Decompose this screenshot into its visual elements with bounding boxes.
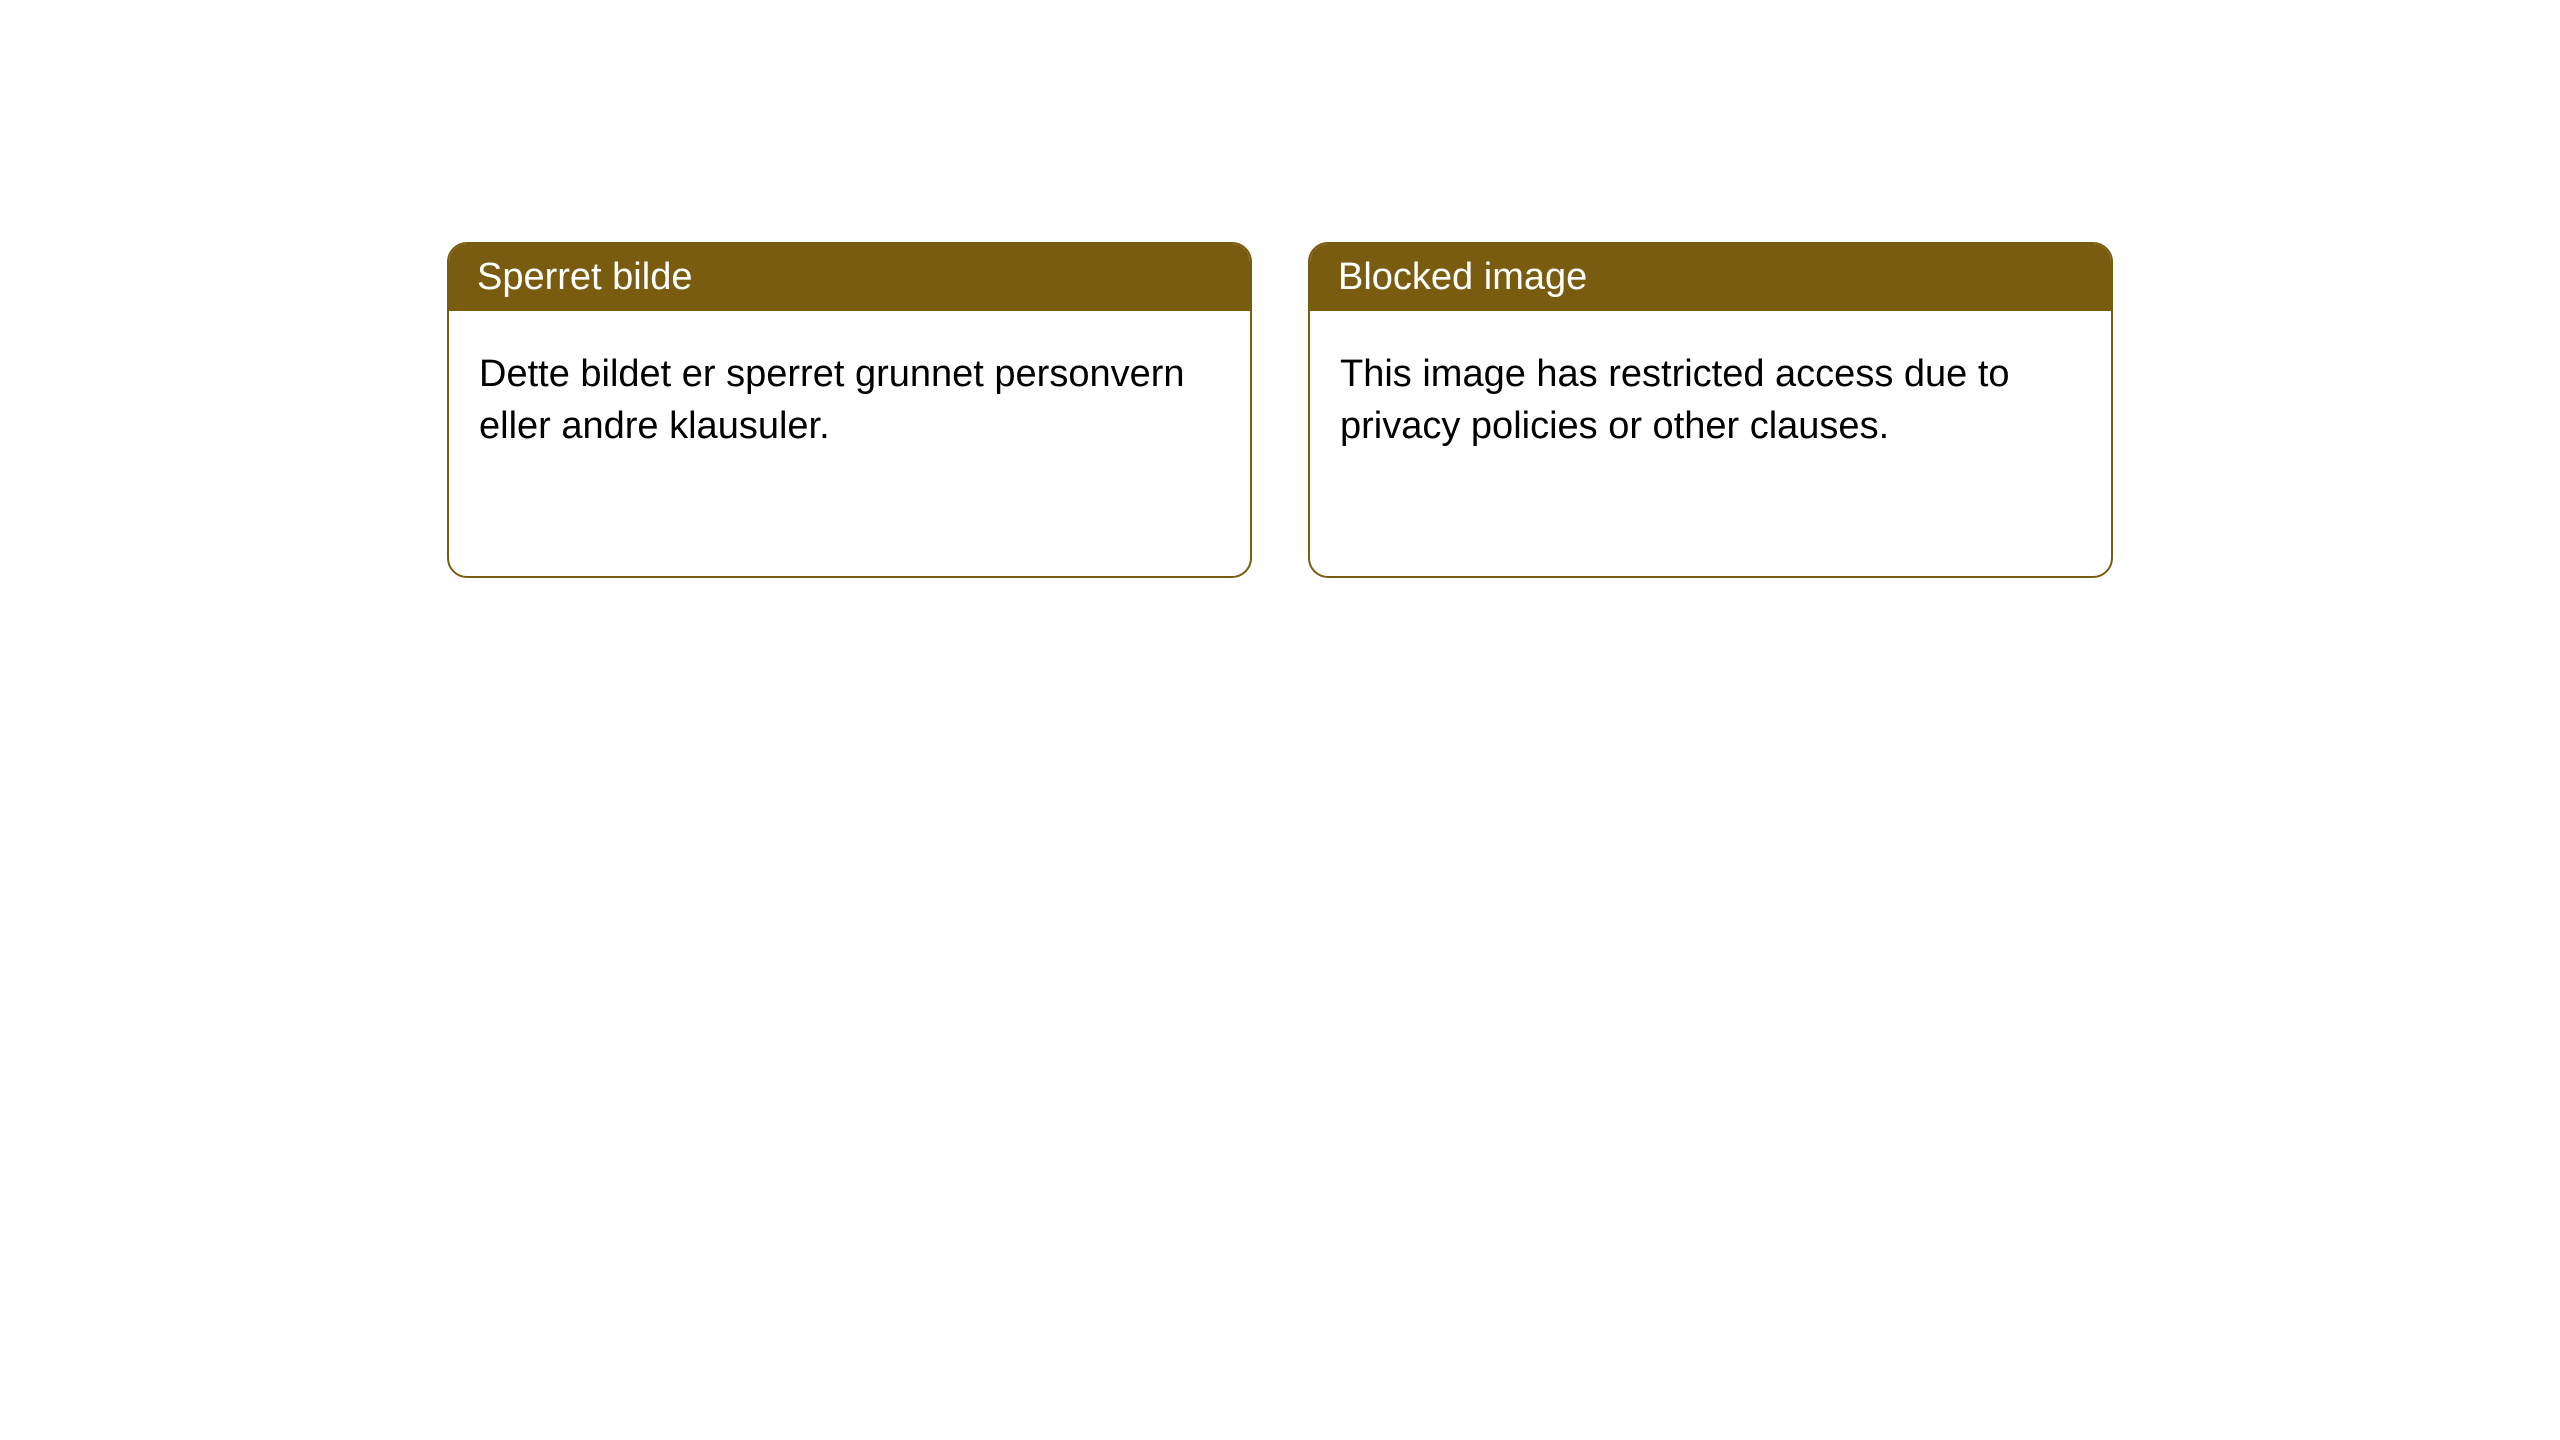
notice-card-header: Sperret bilde xyxy=(449,244,1250,311)
notice-card-title: Sperret bilde xyxy=(477,256,692,298)
notice-card-body: This image has restricted access due to … xyxy=(1310,311,2111,490)
notice-cards-container: Sperret bilde Dette bildet er sperret gr… xyxy=(0,0,2560,578)
notice-card-english: Blocked image This image has restricted … xyxy=(1308,242,2113,578)
notice-card-header: Blocked image xyxy=(1310,244,2111,311)
notice-card-body: Dette bildet er sperret grunnet personve… xyxy=(449,311,1250,490)
notice-card-text: Dette bildet er sperret grunnet personve… xyxy=(479,353,1185,446)
notice-card-text: This image has restricted access due to … xyxy=(1340,353,2010,446)
notice-card-norwegian: Sperret bilde Dette bildet er sperret gr… xyxy=(447,242,1252,578)
notice-card-title: Blocked image xyxy=(1338,256,1587,298)
